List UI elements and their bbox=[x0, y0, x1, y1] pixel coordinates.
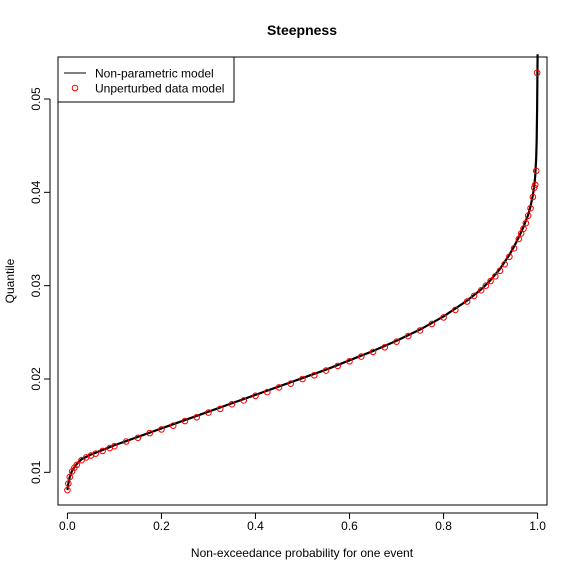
data-point-unperturbed bbox=[531, 184, 538, 191]
data-point-unperturbed bbox=[381, 343, 389, 351]
data-point-unperturbed bbox=[64, 486, 71, 494]
data-point-unperturbed bbox=[533, 69, 541, 77]
x-tick-label: 0.4 bbox=[247, 519, 264, 533]
x-tick-label: 0.0 bbox=[59, 519, 76, 533]
data-point-unperturbed bbox=[299, 375, 306, 383]
y-tick-label: 0.04 bbox=[29, 180, 43, 204]
data-point-unperturbed bbox=[393, 338, 400, 345]
x-tick-label: 0.2 bbox=[153, 519, 170, 533]
data-point-unperturbed bbox=[78, 456, 85, 464]
data-point-unperturbed bbox=[506, 253, 513, 261]
data-point-unperturbed bbox=[334, 362, 342, 370]
data-point-unperturbed bbox=[99, 447, 106, 455]
data-point-unperturbed bbox=[66, 473, 74, 481]
plot-area bbox=[64, 54, 541, 494]
legend-label-unperturbed: Unperturbed data model bbox=[95, 82, 224, 96]
plot-frame bbox=[57, 56, 548, 506]
data-point-unperturbed bbox=[452, 306, 459, 314]
data-point-unperturbed bbox=[205, 409, 212, 416]
chart-title: Steepness bbox=[267, 22, 337, 38]
data-point-unperturbed bbox=[496, 267, 504, 275]
data-point-unperturbed bbox=[263, 388, 271, 396]
data-point-unperturbed bbox=[193, 413, 201, 421]
data-point-unperturbed bbox=[228, 400, 236, 408]
x-tick-label: 0.6 bbox=[341, 519, 358, 533]
x-axis-label: Non-exceedance probability for one event bbox=[191, 546, 414, 560]
y-axis-label: Quantile bbox=[3, 258, 17, 303]
data-point-unperturbed bbox=[111, 442, 118, 450]
series-line-non-parametric bbox=[66, 54, 539, 491]
x-tick-label: 0.8 bbox=[435, 519, 452, 533]
data-point-unperturbed bbox=[477, 287, 485, 294]
data-point-unperturbed bbox=[487, 277, 494, 285]
data-point-unperturbed bbox=[134, 434, 142, 442]
data-point-unperturbed bbox=[65, 480, 72, 487]
data-point-unperturbed bbox=[491, 273, 499, 280]
data-point-unperturbed bbox=[510, 245, 518, 252]
data-point-unperturbed bbox=[531, 181, 539, 189]
data-point-unperturbed bbox=[440, 314, 447, 321]
x-axis: 0.0 0.2 0.4 0.6 0.8 1.0 bbox=[59, 512, 546, 533]
data-point-unperturbed bbox=[404, 332, 412, 340]
data-point-unperturbed bbox=[146, 429, 153, 437]
data-point-unperturbed bbox=[322, 367, 330, 374]
legend-box bbox=[57, 56, 235, 103]
data-point-unperturbed bbox=[416, 327, 424, 334]
data-point-unperturbed bbox=[470, 292, 478, 300]
data-point-unperturbed bbox=[122, 438, 130, 445]
data-point-unperturbed bbox=[181, 417, 189, 425]
data-point-unperturbed bbox=[482, 282, 490, 289]
y-tick-label: 0.03 bbox=[29, 274, 43, 298]
data-point-unperturbed bbox=[463, 298, 471, 305]
legend: Non-parametric model Unperturbed data mo… bbox=[57, 56, 235, 103]
data-point-unperturbed bbox=[73, 461, 81, 469]
data-point-unperturbed bbox=[275, 384, 283, 391]
y-tick-label: 0.05 bbox=[29, 87, 43, 111]
legend-point-swatch bbox=[71, 84, 79, 92]
data-point-unperturbed bbox=[216, 405, 224, 413]
data-point-unperturbed bbox=[310, 371, 318, 379]
data-point-unperturbed bbox=[428, 320, 436, 328]
y-tick-label: 0.01 bbox=[29, 460, 43, 484]
data-point-unperturbed bbox=[501, 260, 508, 268]
data-point-unperturbed bbox=[520, 225, 527, 233]
data-point-unperturbed bbox=[522, 219, 530, 227]
data-point-unperturbed bbox=[532, 167, 540, 175]
data-point-unperturbed bbox=[346, 357, 353, 365]
data-point-unperturbed bbox=[529, 193, 537, 201]
data-point-unperturbed bbox=[527, 204, 534, 212]
data-point-unperturbed bbox=[515, 235, 523, 243]
x-tick-label: 1.0 bbox=[529, 519, 546, 533]
data-point-unperturbed bbox=[369, 348, 377, 356]
data-point-unperturbed bbox=[252, 392, 259, 400]
data-point-unperturbed bbox=[287, 380, 295, 387]
data-point-unperturbed bbox=[92, 450, 99, 457]
data-point-unperturbed bbox=[240, 397, 248, 404]
data-point-unperturbed bbox=[169, 422, 177, 429]
data-point-unperturbed bbox=[357, 353, 365, 360]
legend-label-non-parametric: Non-parametric model bbox=[95, 67, 214, 81]
y-tick-label: 0.02 bbox=[29, 367, 43, 391]
data-point-unperturbed bbox=[158, 426, 165, 433]
y-axis: 0.01 0.02 0.03 0.04 0.05 bbox=[29, 87, 51, 484]
data-point-unperturbed bbox=[524, 212, 532, 219]
